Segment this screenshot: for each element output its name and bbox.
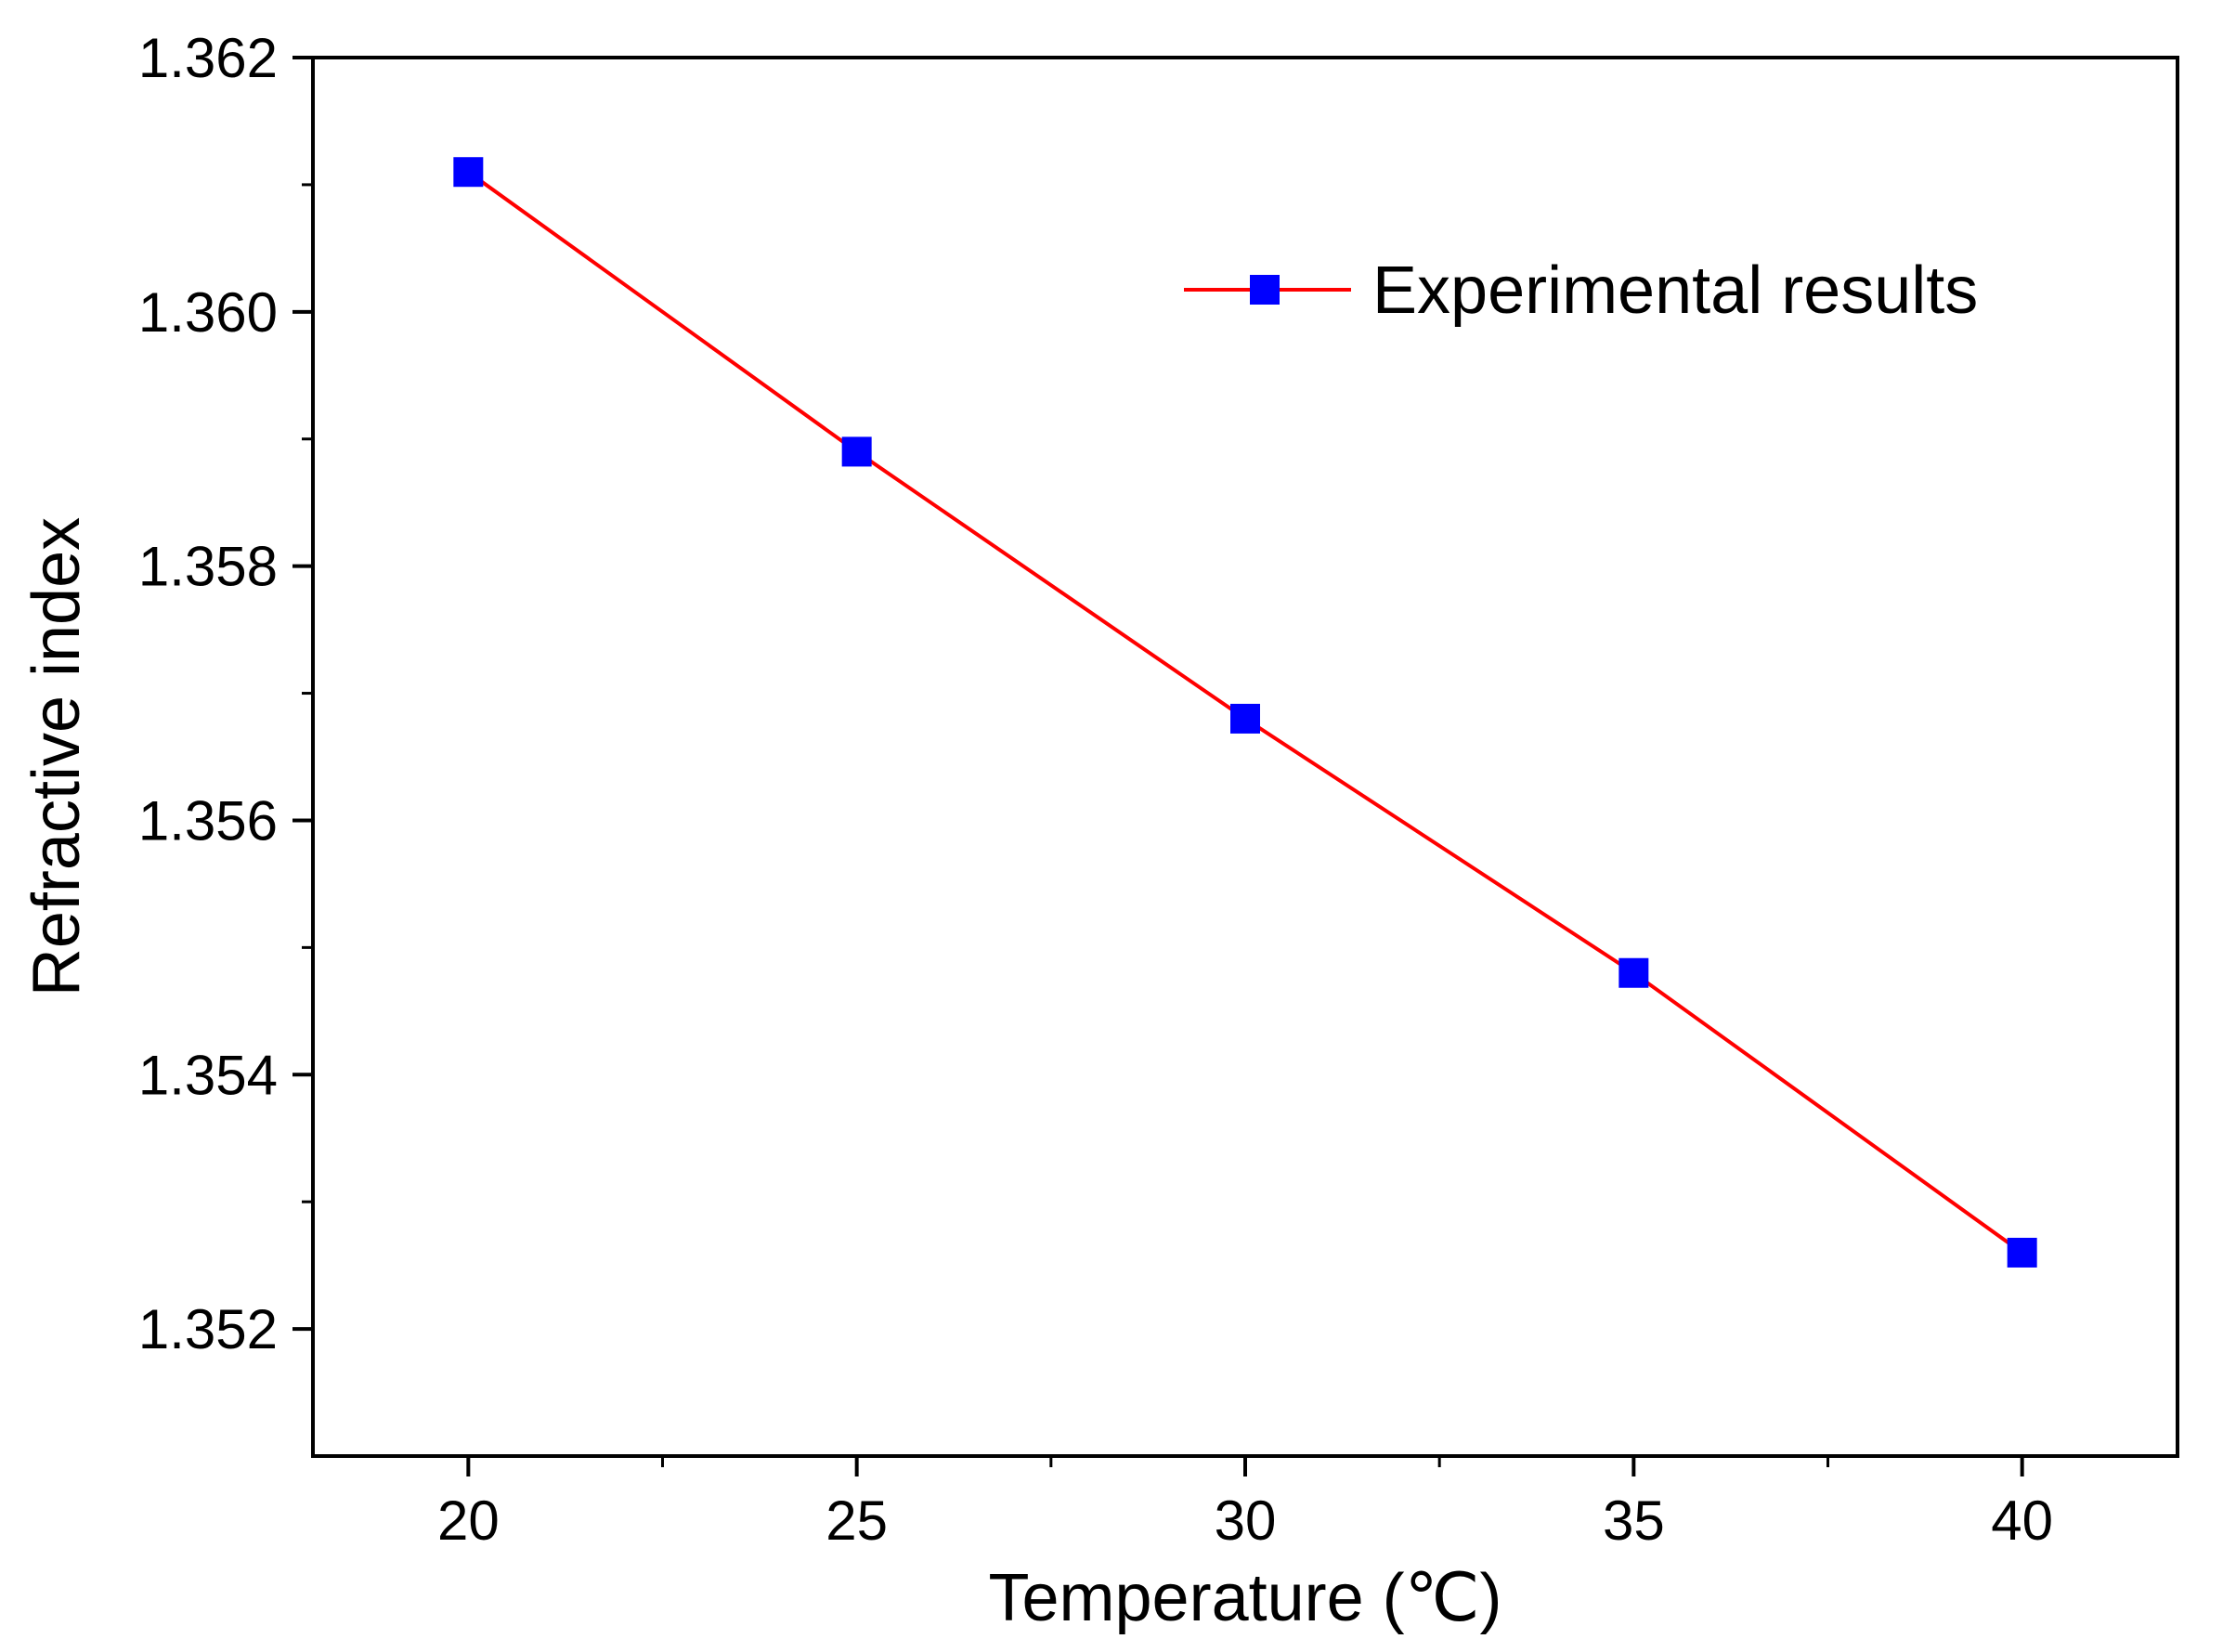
y-axis-tick-labels: 1.352 1.354 1.356 1.358 1.360 1.362 (138, 27, 278, 1360)
legend-marker (1250, 275, 1280, 305)
x-tick-label: 25 (826, 1489, 888, 1552)
y-tick-label: 1.352 (138, 1298, 278, 1360)
x-tick-label: 40 (1991, 1489, 2053, 1552)
x-tick-label: 30 (1215, 1489, 1277, 1552)
data-point-marker (453, 157, 484, 188)
x-tick-label: 20 (437, 1489, 500, 1552)
data-point-marker (841, 436, 872, 467)
series-layer (453, 157, 2037, 1268)
y-axis-ticks (292, 56, 313, 1332)
x-axis-title: Temperature (℃) (988, 1561, 1502, 1635)
data-point-marker (1618, 957, 1649, 988)
legend-label: Experimental results (1372, 254, 1978, 328)
x-tick-label: 35 (1603, 1489, 1665, 1552)
data-point-marker (1230, 703, 1260, 734)
data-point-marker (2007, 1237, 2037, 1268)
x-axis-tick-labels: 20 25 30 35 40 (437, 1489, 2053, 1552)
legend: Experimental results (1184, 254, 1978, 328)
y-tick-label: 1.358 (138, 536, 278, 598)
y-tick-label: 1.356 (138, 789, 278, 852)
y-tick-label: 1.362 (138, 27, 278, 89)
y-axis-title: Refractive index (20, 517, 94, 996)
y-tick-label: 1.354 (138, 1044, 278, 1106)
y-tick-label: 1.360 (138, 281, 278, 344)
x-axis-ticks (466, 1456, 2024, 1476)
